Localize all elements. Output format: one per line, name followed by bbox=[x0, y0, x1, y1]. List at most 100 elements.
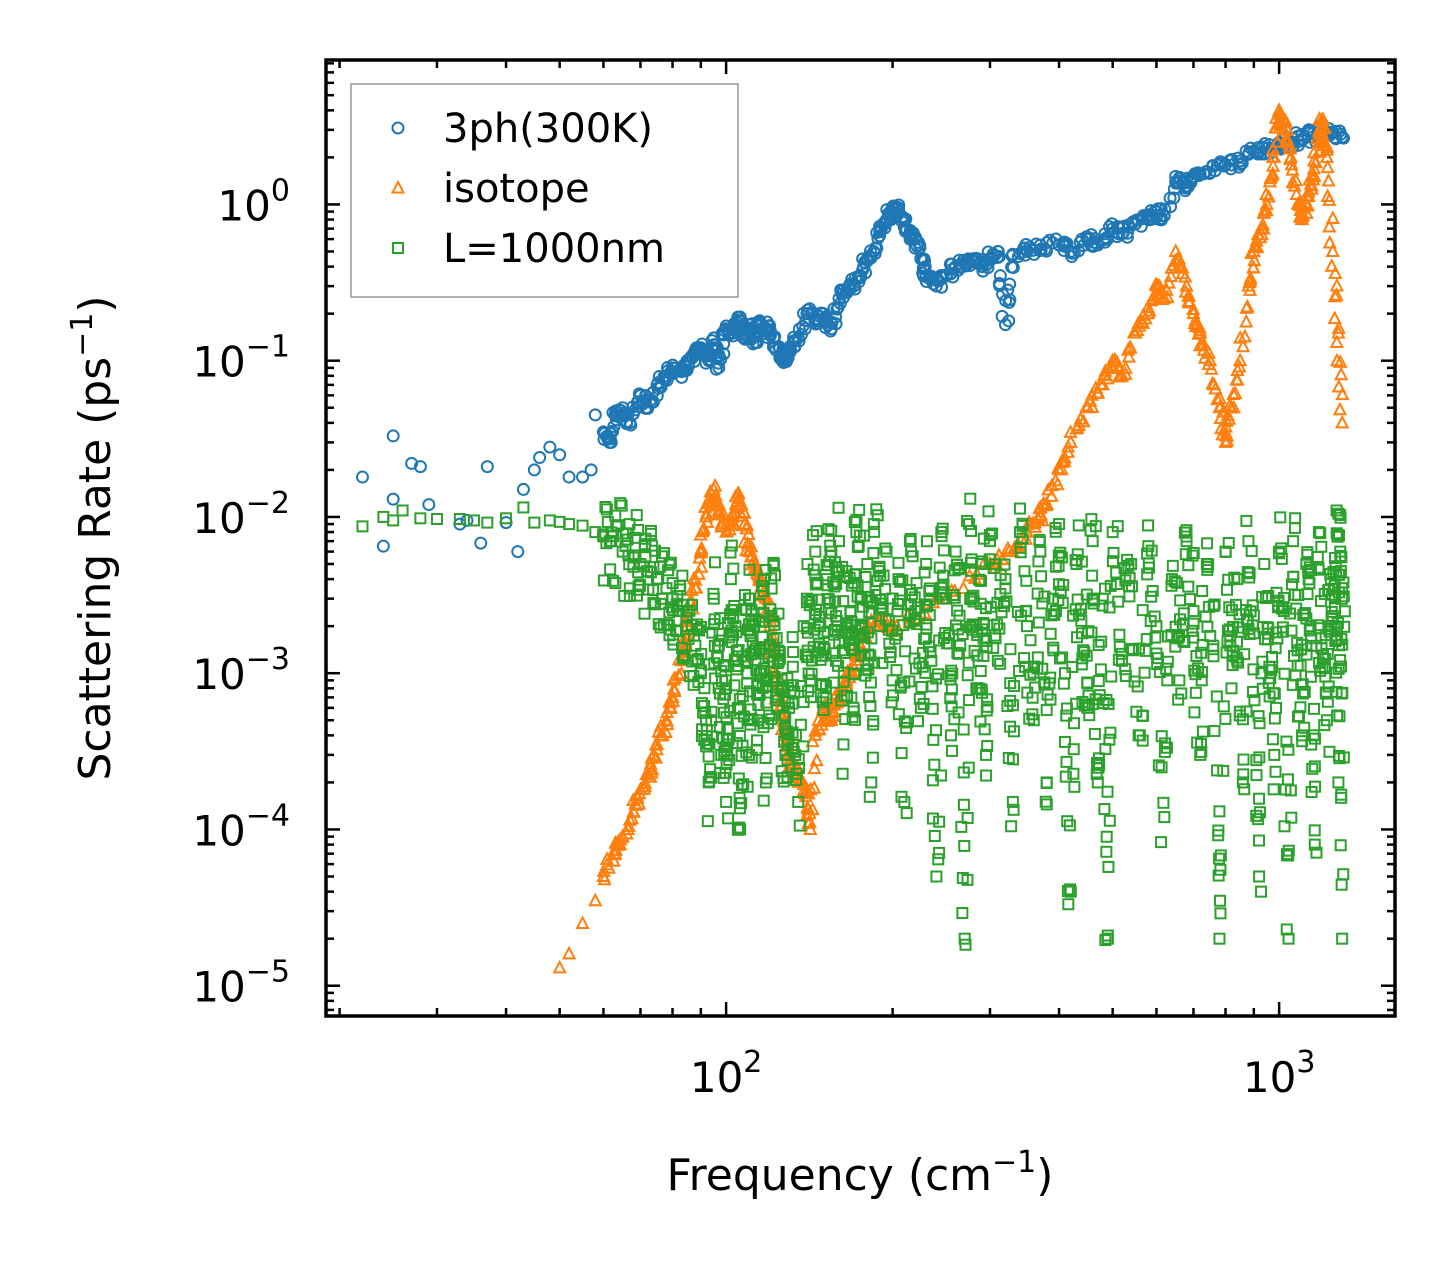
data-point bbox=[900, 721, 913, 734]
data-point bbox=[1067, 743, 1080, 756]
data-point bbox=[1088, 727, 1101, 740]
data-point bbox=[658, 724, 674, 738]
data-point bbox=[717, 659, 730, 672]
data-point bbox=[1335, 878, 1348, 891]
data-point bbox=[868, 525, 881, 538]
data-point bbox=[1160, 289, 1175, 303]
data-point bbox=[725, 539, 738, 552]
data-point bbox=[632, 523, 645, 536]
data-point bbox=[1253, 834, 1266, 847]
data-point bbox=[604, 426, 618, 440]
data-point bbox=[638, 607, 651, 620]
data-point bbox=[644, 527, 657, 540]
data-point bbox=[933, 561, 946, 574]
data-point bbox=[848, 516, 861, 529]
data-point bbox=[1050, 476, 1065, 491]
data-point bbox=[1179, 548, 1192, 561]
data-point bbox=[865, 776, 878, 789]
data-point bbox=[725, 506, 740, 520]
data-point bbox=[615, 499, 628, 512]
data-point bbox=[731, 701, 744, 714]
data-point bbox=[1324, 258, 1339, 272]
data-point bbox=[1253, 870, 1266, 883]
data-point bbox=[830, 578, 843, 591]
data-point bbox=[926, 702, 939, 715]
data-point bbox=[868, 247, 882, 261]
data-point bbox=[1072, 519, 1085, 532]
data-point bbox=[430, 513, 443, 526]
data-point bbox=[1196, 585, 1209, 598]
data-point bbox=[792, 753, 805, 766]
data-point bbox=[1333, 354, 1348, 368]
data-point bbox=[1334, 549, 1347, 562]
data-point bbox=[1265, 664, 1278, 677]
data-point bbox=[964, 564, 977, 577]
data-point bbox=[866, 751, 879, 764]
data-point bbox=[1239, 313, 1254, 328]
data-point bbox=[1007, 803, 1020, 816]
data-point bbox=[961, 669, 974, 682]
data-point bbox=[1069, 554, 1082, 567]
data-point bbox=[958, 932, 971, 945]
data-point bbox=[757, 794, 770, 807]
data-point bbox=[1236, 713, 1249, 726]
data-point bbox=[1092, 675, 1105, 688]
data-point bbox=[1253, 792, 1266, 805]
data-point bbox=[1307, 702, 1320, 715]
data-point bbox=[1110, 578, 1123, 591]
data-point bbox=[905, 545, 918, 558]
data-point bbox=[1060, 755, 1073, 768]
data-point bbox=[1186, 549, 1199, 562]
data-point bbox=[1056, 651, 1069, 664]
data-point bbox=[1335, 386, 1350, 401]
data-point bbox=[460, 513, 474, 527]
data-point bbox=[1114, 367, 1130, 382]
data-point bbox=[624, 810, 640, 825]
data-point bbox=[1121, 348, 1137, 363]
data-point bbox=[1188, 664, 1201, 677]
data-point bbox=[1054, 585, 1067, 598]
data-point bbox=[1302, 573, 1315, 586]
data-point bbox=[1269, 765, 1282, 778]
data-point bbox=[576, 470, 590, 484]
data-point bbox=[1284, 784, 1297, 797]
data-point bbox=[832, 501, 845, 514]
data-point bbox=[1116, 654, 1129, 667]
data-point bbox=[1334, 654, 1347, 667]
data-point bbox=[1333, 710, 1346, 723]
data-point bbox=[481, 516, 494, 529]
data-point bbox=[825, 317, 839, 331]
data-point bbox=[1295, 207, 1310, 221]
data-point bbox=[500, 512, 513, 525]
data-point bbox=[767, 556, 780, 569]
data-point bbox=[992, 249, 1006, 263]
data-point bbox=[1296, 729, 1309, 742]
data-point bbox=[1172, 693, 1185, 706]
data-point bbox=[1309, 732, 1322, 745]
data-point bbox=[1101, 929, 1114, 942]
data-point bbox=[1307, 729, 1320, 742]
data-point bbox=[733, 821, 746, 834]
data-point bbox=[998, 318, 1012, 332]
data-point bbox=[794, 718, 807, 731]
data-point bbox=[1155, 730, 1168, 743]
data-point bbox=[884, 646, 897, 659]
data-point bbox=[606, 853, 621, 867]
data-point bbox=[1091, 384, 1106, 399]
data-point bbox=[1196, 336, 1211, 351]
data-point bbox=[1268, 687, 1281, 700]
data-point bbox=[805, 801, 820, 816]
data-point bbox=[1249, 232, 1264, 247]
data-point bbox=[819, 679, 832, 692]
data-point bbox=[1335, 130, 1349, 144]
data-point bbox=[1266, 733, 1279, 746]
data-point bbox=[1056, 596, 1069, 609]
data-point bbox=[1255, 216, 1271, 231]
data-point bbox=[1248, 694, 1261, 707]
data-point bbox=[829, 595, 842, 608]
data-point bbox=[848, 576, 861, 589]
data-point bbox=[836, 767, 849, 780]
data-point bbox=[879, 542, 892, 555]
data-point bbox=[1332, 776, 1345, 789]
